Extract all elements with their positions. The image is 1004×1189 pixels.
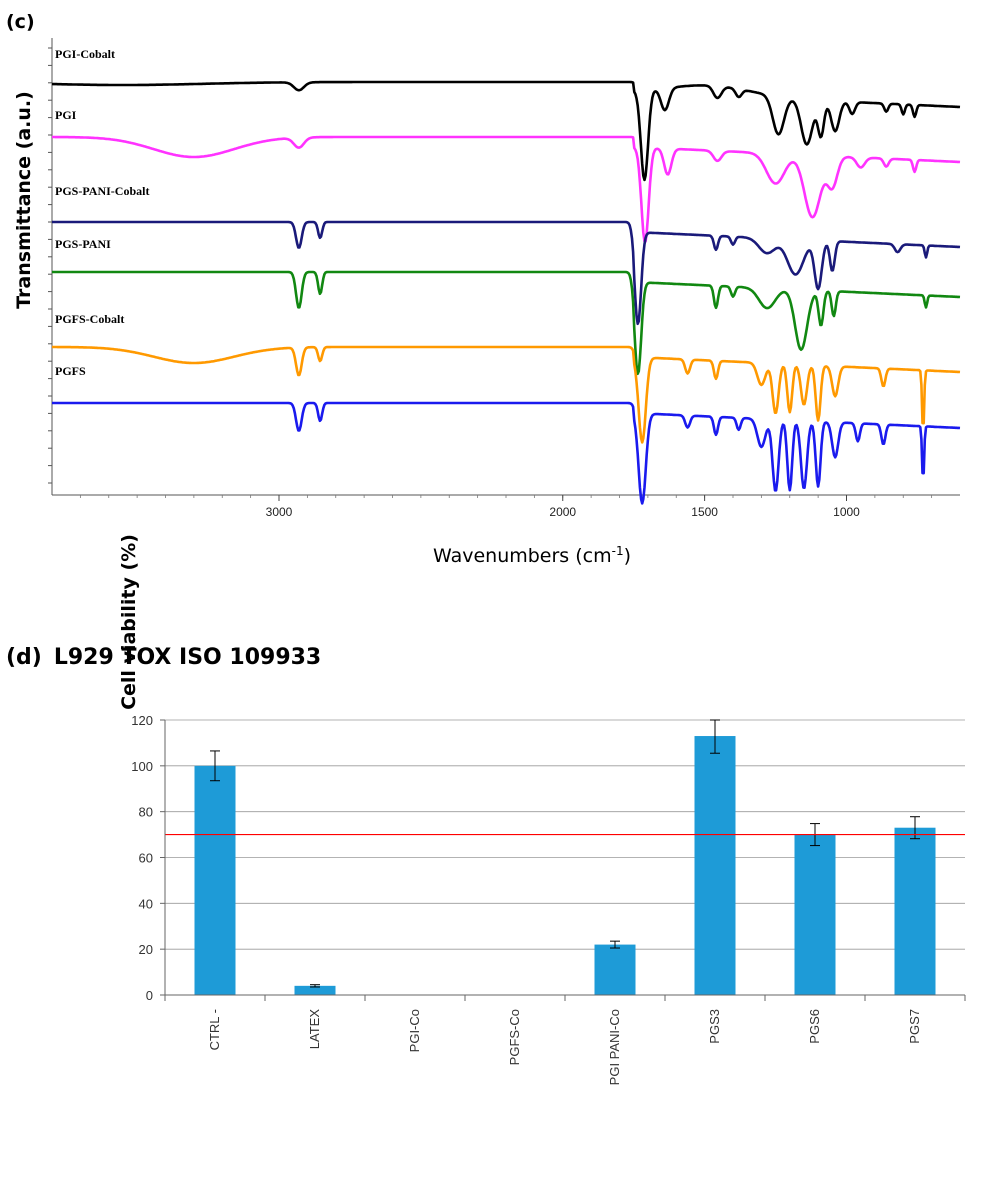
viability-bar (694, 736, 736, 995)
viability-y-tick-label: 20 (139, 942, 153, 957)
viability-title-text: L929 TOX ISO 109933 (54, 645, 321, 670)
viability-bars (194, 736, 936, 995)
viability-y-tick-label: 80 (139, 805, 153, 820)
panel-d-label: (d) (6, 645, 42, 670)
ftir-axes (48, 38, 960, 498)
ftir-series-label: PGFS-Cobalt (55, 312, 124, 326)
ftir-series-line (51, 270, 961, 376)
ftir-x-tick-label: 1500 (691, 505, 718, 519)
viability-x-tick-label: CTRL - (207, 1009, 222, 1050)
viability-grid (165, 719, 965, 996)
viability-y-ticks: 0 20 40 60 80 100 120 (131, 713, 165, 1003)
ftir-x-axis-label: Wavenumbers (cm-1) (433, 544, 631, 567)
viability-bar (794, 834, 836, 995)
viability-title: (d) L929 TOX ISO 109933 (6, 645, 321, 670)
ftir-series-line (51, 345, 961, 444)
viability-bar (294, 985, 336, 995)
viability-x-tick-label: PGI-Co (407, 1009, 422, 1052)
viability-x-tick-label: PGI PANI-Co (607, 1009, 622, 1085)
viability-x-tick-label: LATEX (307, 1009, 322, 1050)
ftir-series-line (51, 401, 961, 505)
ftir-x-tick-label: 2000 (549, 505, 576, 519)
viability-x-ticks: CTRL - LATEX PGI-Co PGFS-Co PGI PANI-Co PGS3 P… (164, 995, 966, 1085)
viability-y-tick-label: 0 (146, 988, 153, 1003)
ftir-series-label: PGS-PANI-Cobalt (55, 184, 149, 198)
viability-x-tick-label: PGS7 (907, 1009, 922, 1044)
viability-bar (894, 827, 936, 995)
ftir-series-line (51, 80, 961, 182)
viability-y-tick-label: 60 (139, 851, 153, 866)
ftir-series-label: PGI-Cobalt (55, 47, 115, 61)
viability-x-tick-label: PGS6 (807, 1009, 822, 1044)
ftir-x-tick-label: 3000 (266, 505, 293, 519)
viability-x-tick-label: PGS3 (707, 1009, 722, 1044)
ftir-series-labels: PGI-Cobalt PGI PGS-PANI-Cobalt PGS-PANI PGFS… (55, 47, 149, 378)
ftir-y-axis-label: Transmittance (a.u.) (13, 91, 35, 309)
ftir-panel: (c) Transmittance (a.u.) 3000 2000 1500 100… (6, 11, 961, 567)
viability-y-tick-label: 120 (131, 713, 153, 728)
ftir-x-tick-label: 1000 (833, 505, 860, 519)
ftir-series-line (51, 135, 961, 243)
ftir-series-label: PGI (55, 108, 77, 122)
ftir-series (51, 80, 961, 505)
ftir-series-label: PGFS (55, 364, 86, 378)
ftir-series-line (51, 220, 961, 326)
ftir-x-ticks: 3000 2000 1500 1000 (266, 495, 860, 519)
viability-panel: (d) L929 TOX ISO 109933 Cell viability (%… (6, 534, 966, 1085)
viability-y-tick-label: 100 (131, 759, 153, 774)
viability-y-axis-label: Cell viability (%) (118, 534, 140, 710)
panel-c-label: (c) (6, 11, 35, 33)
viability-bar (594, 944, 636, 995)
viability-x-tick-label: PGFS-Co (507, 1009, 522, 1065)
ftir-series-label: PGS-PANI (55, 237, 111, 251)
viability-y-tick-label: 40 (139, 896, 153, 911)
viability-bar (194, 765, 236, 995)
